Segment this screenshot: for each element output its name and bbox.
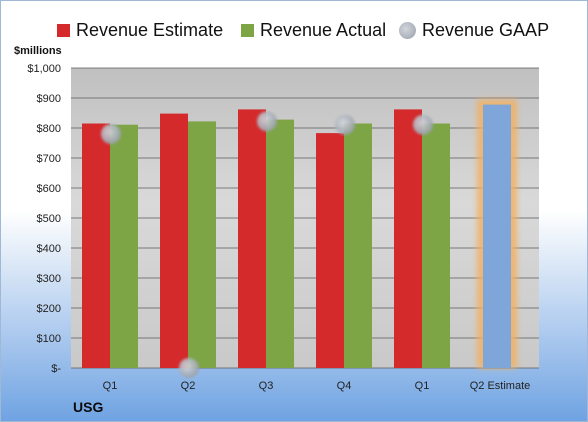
company-ticker: USG	[73, 399, 104, 415]
legend: Revenue Estimate Revenue Actual Revenue …	[1, 9, 587, 49]
y-tick-label: $700	[37, 153, 61, 165]
bar-estimate	[160, 113, 188, 368]
legend-label-estimate: Revenue Estimate	[76, 19, 224, 40]
legend-item-gaap: Revenue GAAP	[399, 19, 549, 41]
legend-swatch-actual	[241, 23, 254, 37]
gaap-marker	[257, 111, 277, 132]
y-tick-label: $200	[37, 303, 61, 315]
legend-label-actual: Revenue Actual	[260, 19, 387, 40]
y-tick-label: $-	[51, 363, 61, 375]
bars	[82, 99, 517, 369]
y-axis-unit-label: $millions	[14, 45, 62, 57]
y-tick-label: $600	[37, 183, 61, 195]
y-tick-label: $100	[37, 333, 61, 345]
x-tick-label: Q3	[259, 380, 274, 392]
y-tick-label: $900	[37, 93, 61, 105]
bar-actual	[188, 121, 216, 369]
bar-actual	[110, 124, 138, 368]
y-tick-label: $1,000	[27, 63, 61, 75]
bar-estimate	[316, 133, 344, 368]
gaap-markers	[101, 111, 433, 378]
x-tick-label: Q4	[337, 380, 352, 392]
x-tick-label: Q2	[181, 380, 196, 392]
bar-forecast	[483, 104, 511, 368]
legend-item-actual: Revenue Actual	[241, 19, 386, 41]
y-tick-label: $500	[37, 213, 61, 225]
x-tick-label: Q1	[415, 380, 430, 392]
gaap-marker	[101, 124, 121, 144]
gaap-marker	[335, 114, 355, 135]
y-tick-label: $800	[37, 123, 61, 135]
bar-estimate	[394, 109, 422, 369]
bar-actual	[422, 123, 450, 368]
bar-estimate	[82, 123, 110, 368]
legend-swatch-estimate	[57, 23, 70, 37]
gaap-marker	[413, 114, 433, 135]
gridlines	[71, 67, 539, 369]
y-axis-ticks: $- $100 $200 $300 $400 $500 $600 $700 $800 $900 $1…	[27, 63, 61, 375]
bar-estimate	[238, 109, 266, 369]
x-axis-ticks: Q1 Q2 Q3 Q4 Q1 Q2 Estimate	[103, 380, 531, 392]
y-tick-label: $300	[37, 273, 61, 285]
legend-label-gaap: Revenue GAAP	[422, 19, 550, 40]
x-tick-label: Q2 Estimate	[470, 380, 531, 392]
x-tick-label: Q1	[103, 380, 118, 392]
bar-actual	[344, 123, 372, 368]
legend-item-estimate: Revenue Estimate	[57, 19, 223, 41]
gaap-marker	[179, 358, 199, 378]
bar-actual	[266, 119, 294, 368]
y-tick-label: $400	[37, 243, 61, 255]
legend-marker-gaap	[399, 21, 416, 39]
